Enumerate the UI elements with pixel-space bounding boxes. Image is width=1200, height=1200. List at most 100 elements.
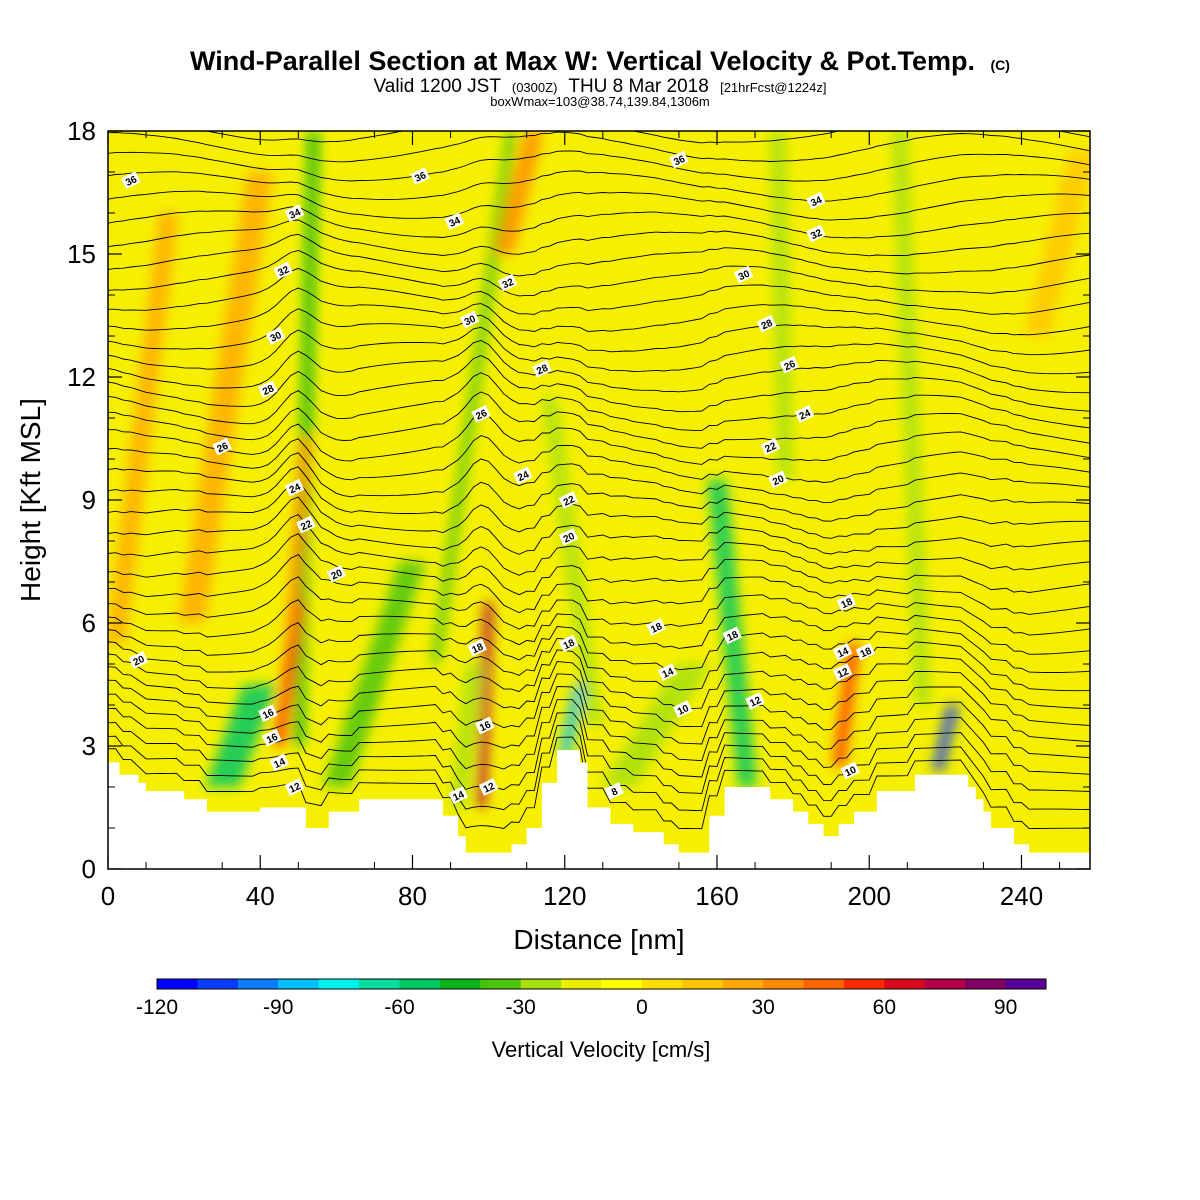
contour-label-box	[722, 626, 743, 645]
isentrope-line-23	[108, 355, 1090, 413]
contour-label-box	[284, 478, 305, 497]
contour-label-33: 18	[855, 642, 876, 661]
contour-label-17: 26	[779, 355, 800, 374]
isentrope-line-8	[108, 637, 1090, 692]
contour-label-text: 28	[760, 318, 775, 333]
isentrope-line-4	[108, 686, 1090, 762]
contour-label-box	[121, 171, 141, 190]
contour-label-box	[471, 405, 491, 423]
isentrope-line-24	[108, 340, 1090, 394]
contour-label-45: 10	[672, 700, 693, 718]
x-axis: 0 40 80 120 160 200 240	[101, 131, 1061, 911]
contour-label-text: 20	[132, 654, 147, 669]
isentrope-line-19	[108, 435, 1090, 483]
colorbar-swatch	[157, 979, 198, 989]
y-tick-label: 18	[67, 116, 96, 146]
contour-label-box	[806, 224, 826, 243]
colorbar-frame	[156, 978, 1047, 990]
velocity-feature-19	[600, 664, 712, 787]
contour-label-text: 30	[463, 313, 478, 328]
y-tick-label: 0	[82, 854, 96, 884]
contour-label-text: 32	[276, 264, 291, 279]
contour-label-12: 28	[258, 380, 278, 399]
colorbar-swatch	[965, 979, 1007, 989]
contour-label-text: 22	[764, 441, 779, 456]
x-tick-label: 40	[246, 881, 275, 911]
contour-label-2: 36	[669, 150, 689, 169]
contour-label-text: 12	[836, 666, 851, 681]
contour-label-text: 8	[610, 786, 620, 799]
contour-label-text: 34	[288, 207, 303, 222]
contour-label-box	[444, 212, 465, 231]
contour-labels: 36 36 36 34 34 34 32 32 32 30 30 30 28 28 28 26 26 26 24 24…	[121, 150, 876, 805]
isentrope-line-2	[108, 712, 1090, 794]
isentrope-line-22	[108, 372, 1090, 432]
contour-label-24: 20	[326, 564, 347, 583]
contour-label-box	[478, 778, 499, 796]
contour-label-box	[448, 786, 468, 805]
velocity-feature-15	[932, 705, 959, 771]
subtitle-date: THU 8 Mar 2018	[568, 76, 708, 97]
contour-label-text: 16	[478, 719, 493, 734]
colorbar-tick-label: -120	[136, 996, 178, 1019]
isentrope-line-15	[108, 496, 1090, 555]
subtitle-utc: (0300Z)	[512, 80, 558, 95]
contour-label-13: 28	[532, 359, 552, 378]
colorbar-tick-label: -30	[506, 996, 536, 1019]
isentrope-line-27	[108, 287, 1090, 336]
contour-label-text: 18	[562, 637, 577, 652]
velocity-feature-14	[833, 643, 860, 767]
contour-label-text: 36	[124, 174, 139, 189]
contour-label-10: 30	[459, 310, 480, 329]
contour-label-box	[284, 778, 305, 796]
contour-label-text: 18	[470, 641, 485, 656]
contour-label-box	[672, 700, 693, 718]
colorbar-tick-label: -60	[384, 996, 414, 1019]
isentrope-line-0	[108, 736, 1090, 830]
colorbar-swatch	[803, 979, 845, 989]
contour-label-box	[497, 273, 518, 292]
colorbar-swatch	[480, 979, 522, 989]
x-axis-title: Distance [nm]	[513, 924, 684, 955]
colorbar-swatch	[843, 979, 885, 989]
contour-label-11: 30	[733, 265, 754, 284]
contour-label-0: 36	[121, 171, 141, 190]
isentrope-line-28	[108, 267, 1090, 315]
contour-label-box	[836, 593, 857, 612]
contour-label-34: 16	[258, 704, 278, 723]
colorbar-swatch	[924, 979, 966, 989]
isentrope-line-34	[108, 170, 1090, 202]
isentrope-line-7	[108, 649, 1090, 710]
y-tick-label: 9	[82, 485, 96, 515]
isentrope-line-35	[108, 150, 1090, 182]
contour-label-box	[467, 638, 487, 657]
colorbar-swatch	[439, 979, 481, 989]
contour-label-47: 8	[604, 782, 625, 800]
contour-label-text: 12	[482, 781, 497, 796]
contour-label-28: 18	[467, 638, 487, 657]
contour-label-37: 14	[269, 753, 290, 772]
contour-label-1: 36	[410, 167, 430, 185]
velocity-feature-5	[108, 213, 179, 644]
contour-label-19: 24	[513, 466, 533, 485]
contour-label-text: 14	[451, 789, 466, 804]
isentrope-line-29	[108, 250, 1090, 297]
colorbar-swatch	[884, 979, 926, 989]
y-tick-label: 6	[82, 608, 96, 638]
chart-title: Wind-Parallel Section at Max W: Vertical…	[190, 46, 1010, 76]
contour-label-30: 18	[646, 618, 666, 636]
colorbar: -120 -90 -60 -30 0 30 60 90	[136, 978, 1047, 1019]
contour-label-7: 32	[497, 273, 518, 292]
isentrope-line-21	[108, 391, 1090, 449]
contour-label-box	[756, 314, 777, 333]
contour-label-box	[269, 753, 290, 772]
contour-label-32: 18	[836, 593, 857, 612]
contour-label-box	[558, 528, 579, 546]
contour-label-box	[410, 167, 430, 185]
contour-label-text: 32	[809, 227, 824, 242]
x-tick-label: 120	[543, 881, 586, 911]
isentrope-line-13	[108, 533, 1090, 596]
contour-label-42: 12	[478, 778, 499, 796]
colorbar-swatch	[520, 979, 562, 989]
